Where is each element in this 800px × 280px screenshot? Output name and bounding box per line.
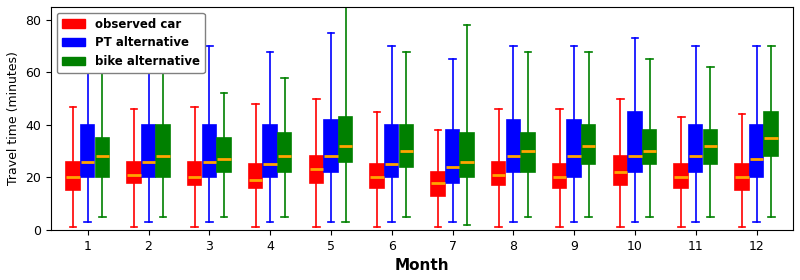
PathPatch shape (765, 112, 778, 156)
Legend: observed car, PT alternative, bike alternative: observed car, PT alternative, bike alter… (57, 13, 205, 73)
PathPatch shape (492, 162, 506, 185)
PathPatch shape (431, 172, 445, 196)
PathPatch shape (643, 130, 656, 164)
PathPatch shape (324, 120, 338, 172)
PathPatch shape (553, 164, 566, 188)
PathPatch shape (202, 125, 216, 177)
PathPatch shape (446, 130, 459, 183)
X-axis label: Month: Month (395, 258, 450, 273)
PathPatch shape (339, 117, 352, 162)
PathPatch shape (628, 112, 642, 172)
PathPatch shape (127, 162, 141, 183)
PathPatch shape (506, 120, 520, 172)
PathPatch shape (188, 162, 202, 185)
PathPatch shape (582, 125, 595, 164)
PathPatch shape (218, 138, 230, 172)
PathPatch shape (750, 125, 763, 177)
PathPatch shape (704, 130, 717, 164)
PathPatch shape (689, 125, 702, 172)
PathPatch shape (66, 162, 80, 190)
PathPatch shape (157, 125, 170, 177)
PathPatch shape (96, 138, 109, 177)
PathPatch shape (674, 164, 688, 188)
PathPatch shape (735, 164, 749, 190)
PathPatch shape (278, 133, 291, 172)
PathPatch shape (249, 164, 262, 188)
PathPatch shape (310, 156, 323, 183)
PathPatch shape (567, 120, 581, 177)
Y-axis label: Travel time (minutes): Travel time (minutes) (7, 52, 20, 185)
PathPatch shape (142, 125, 155, 177)
PathPatch shape (263, 125, 277, 177)
PathPatch shape (461, 133, 474, 177)
PathPatch shape (522, 133, 534, 172)
PathPatch shape (400, 125, 413, 167)
PathPatch shape (370, 164, 384, 188)
PathPatch shape (614, 156, 627, 185)
PathPatch shape (385, 125, 398, 177)
PathPatch shape (81, 125, 94, 177)
